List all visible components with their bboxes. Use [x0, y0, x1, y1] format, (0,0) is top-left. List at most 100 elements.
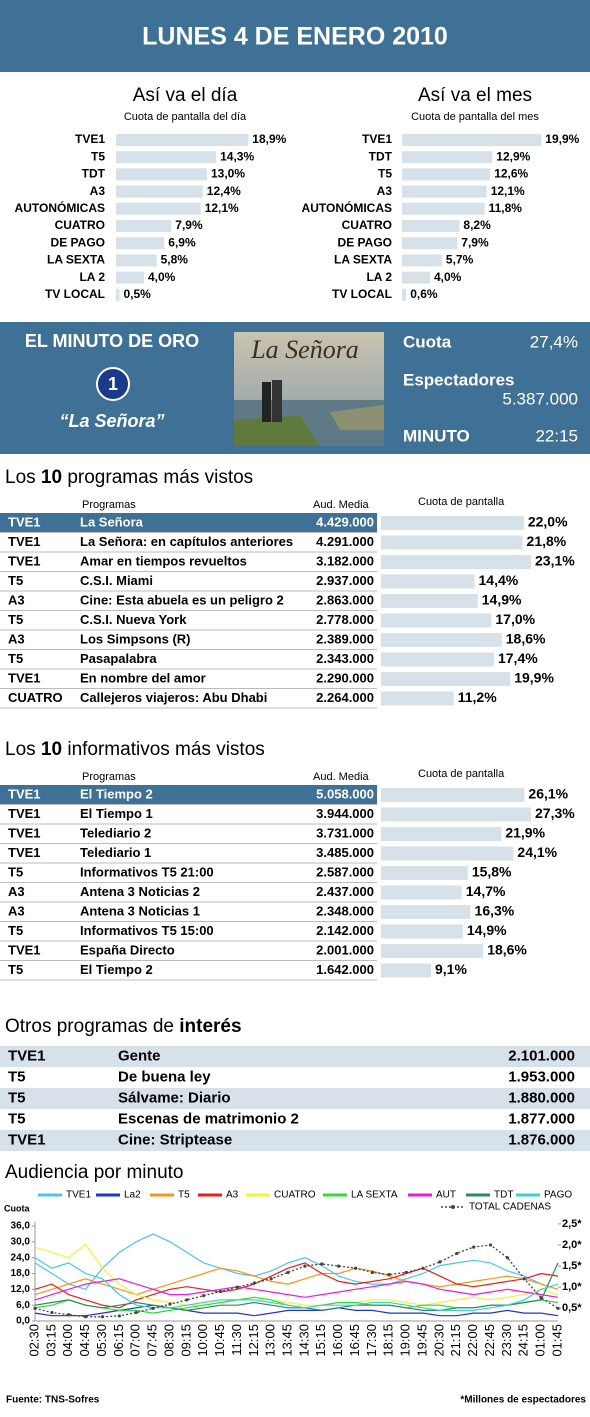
y-tick-label: 36,0	[11, 1221, 31, 1232]
share-label: 15,8%	[472, 864, 512, 880]
value-label: 19,9%	[545, 132, 579, 146]
title-part: Otros programas de	[5, 1016, 179, 1037]
share-bar	[381, 613, 492, 628]
y2-tick-label: 1,5*	[562, 1260, 582, 1272]
total-point	[337, 1264, 341, 1268]
value-label: 14,3%	[220, 149, 254, 163]
x-tick-label: 20:30	[431, 1324, 446, 1357]
value-label: 13,0%	[211, 167, 245, 181]
channel: TVE1	[8, 786, 41, 801]
program: Callejeros viajeros: Abu Dhabi	[80, 690, 267, 705]
share-label: 9,1%	[435, 961, 467, 977]
minuto-label: MINUTO	[403, 426, 470, 445]
share-label: 18,6%	[487, 942, 527, 958]
channel: TVE1	[8, 1131, 46, 1148]
total-point	[320, 1262, 324, 1266]
header-band	[0, 0, 590, 72]
x-tick-label: 04:00	[60, 1324, 75, 1357]
share-bar	[381, 944, 484, 958]
bar	[402, 254, 442, 267]
total-point	[269, 1277, 273, 1281]
audience: 2.437.000	[316, 884, 374, 899]
audience: 4.429.000	[316, 514, 374, 529]
share-label: 14,7%	[466, 883, 506, 899]
bar	[402, 185, 487, 198]
program: Telediario 2	[80, 825, 151, 840]
value-label: 0,5%	[124, 287, 152, 301]
x-tick-label: 18:15	[381, 1324, 396, 1357]
y-tick-label: 0,0	[16, 1316, 30, 1327]
channel: T5	[8, 651, 23, 666]
audience: 1.877.000	[508, 1110, 575, 1127]
program: Amar en tiempos revueltos	[80, 553, 247, 568]
title-part: interés	[179, 1016, 241, 1037]
channel: TVE1	[8, 1047, 46, 1064]
program: El Tiempo 1	[80, 806, 153, 821]
series-line	[34, 1267, 559, 1296]
category-label: DE PAGO	[51, 235, 105, 249]
value-label: 7,9%	[175, 218, 203, 232]
value-label: 11,8%	[489, 201, 523, 215]
minuto-title: EL MINUTO DE ORO	[25, 331, 199, 351]
channel: TVE1	[8, 942, 41, 957]
program: Informativos T5 15:00	[80, 923, 214, 938]
x-tick-label: 06:15	[111, 1324, 126, 1357]
value-label: 18,9%	[252, 132, 286, 146]
share-bar	[381, 924, 463, 939]
value-label: 5,8%	[161, 253, 189, 267]
cuota-label: Cuota	[403, 332, 452, 351]
footnote: *Millones de espectadores	[460, 1395, 586, 1406]
channel-logo-text: 1	[108, 374, 118, 394]
total-point	[252, 1281, 256, 1285]
program: Gente	[118, 1047, 161, 1064]
audience: 1.880.000	[508, 1089, 575, 1106]
share-bar	[381, 574, 475, 589]
audience: 2.264.000	[316, 690, 374, 705]
bar	[116, 202, 201, 215]
y-axis-label: Cuota	[4, 1203, 30, 1213]
value-label: 0,6%	[410, 287, 438, 301]
section-title: Los 10 informativos más vistos	[5, 739, 265, 760]
series-line	[34, 1257, 559, 1311]
channel: TVE1	[8, 806, 41, 821]
column-header: Aud. Media	[313, 771, 370, 783]
share-label: 23,1%	[535, 553, 575, 569]
channel: A3	[8, 592, 25, 607]
share-label: 22,0%	[528, 514, 568, 530]
share-label: 14,4%	[479, 572, 519, 588]
total-point	[185, 1298, 189, 1302]
x-tick-label: 12:15	[246, 1324, 261, 1357]
bar	[116, 151, 217, 164]
audience: 2.778.000	[316, 612, 374, 627]
total-point	[151, 1306, 155, 1310]
bar	[402, 134, 542, 146]
bar	[402, 220, 460, 232]
channel: T5	[8, 962, 23, 977]
x-tick-label: 22:00	[465, 1324, 480, 1357]
category-label: AUTONÓMICAS	[15, 200, 105, 215]
program: Los Simpsons (R)	[80, 631, 191, 646]
share-bar	[381, 963, 431, 978]
program: España Directo	[80, 942, 175, 957]
column-header: Programas	[82, 771, 136, 783]
share-bar	[381, 535, 523, 550]
channel: A3	[8, 903, 25, 918]
legend-label: AUT	[436, 1190, 456, 1201]
section-title: Los 10 programas más vistos	[5, 467, 253, 488]
category-label: LA SEXTA	[47, 253, 105, 267]
poster-cliff	[234, 415, 320, 446]
share-bar	[381, 672, 511, 686]
cuota-value: 27,4%	[530, 332, 578, 351]
series-line	[34, 1278, 559, 1301]
category-label: A3	[377, 184, 393, 198]
bar	[116, 237, 165, 250]
y2-tick-label: 2,0*	[562, 1239, 582, 1251]
share-label: 17,4%	[498, 650, 538, 666]
total-point	[556, 1306, 560, 1310]
share-label: 26,1%	[528, 786, 568, 802]
section-title: Otros programas de interés	[5, 1016, 242, 1037]
category-label: TV LOCAL	[332, 287, 392, 301]
x-tick-label: 15:15	[313, 1324, 328, 1357]
x-tick-label: 16:00	[330, 1324, 345, 1357]
share-bar	[381, 594, 478, 608]
